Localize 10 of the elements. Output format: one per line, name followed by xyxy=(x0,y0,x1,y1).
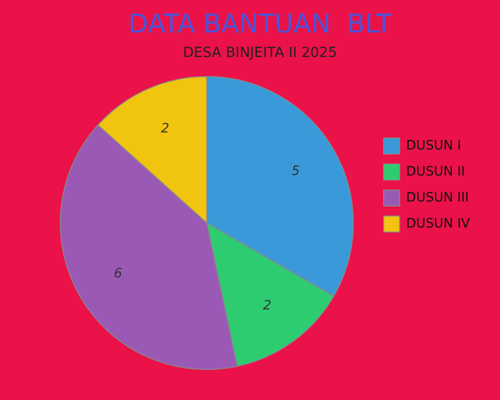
legend-label: DUSUN II xyxy=(406,164,465,180)
chart-subtitle: DESA BINJEITA II 2025 xyxy=(183,45,337,62)
data-label: 2 xyxy=(262,298,272,314)
legend-label: DUSUN I xyxy=(406,138,462,154)
data-label: 6 xyxy=(114,266,122,282)
chart-title: DATA BANTUAN BLT xyxy=(128,9,392,40)
legend-label: DUSUN IV xyxy=(406,216,470,232)
legend-label: DUSUN III xyxy=(406,190,469,206)
data-label: 2 xyxy=(160,122,170,137)
data-label: 5 xyxy=(291,164,300,180)
